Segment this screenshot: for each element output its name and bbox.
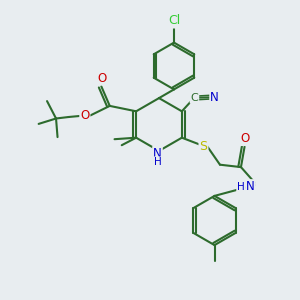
Text: N: N bbox=[153, 147, 162, 160]
Text: O: O bbox=[97, 71, 106, 85]
Text: C: C bbox=[190, 93, 198, 103]
Text: O: O bbox=[80, 109, 89, 122]
Text: N: N bbox=[210, 91, 219, 104]
Text: H: H bbox=[237, 182, 245, 192]
Text: S: S bbox=[200, 140, 208, 153]
Text: N: N bbox=[246, 180, 255, 193]
Text: O: O bbox=[241, 132, 250, 145]
Text: Cl: Cl bbox=[168, 14, 180, 28]
Text: H: H bbox=[154, 157, 161, 167]
